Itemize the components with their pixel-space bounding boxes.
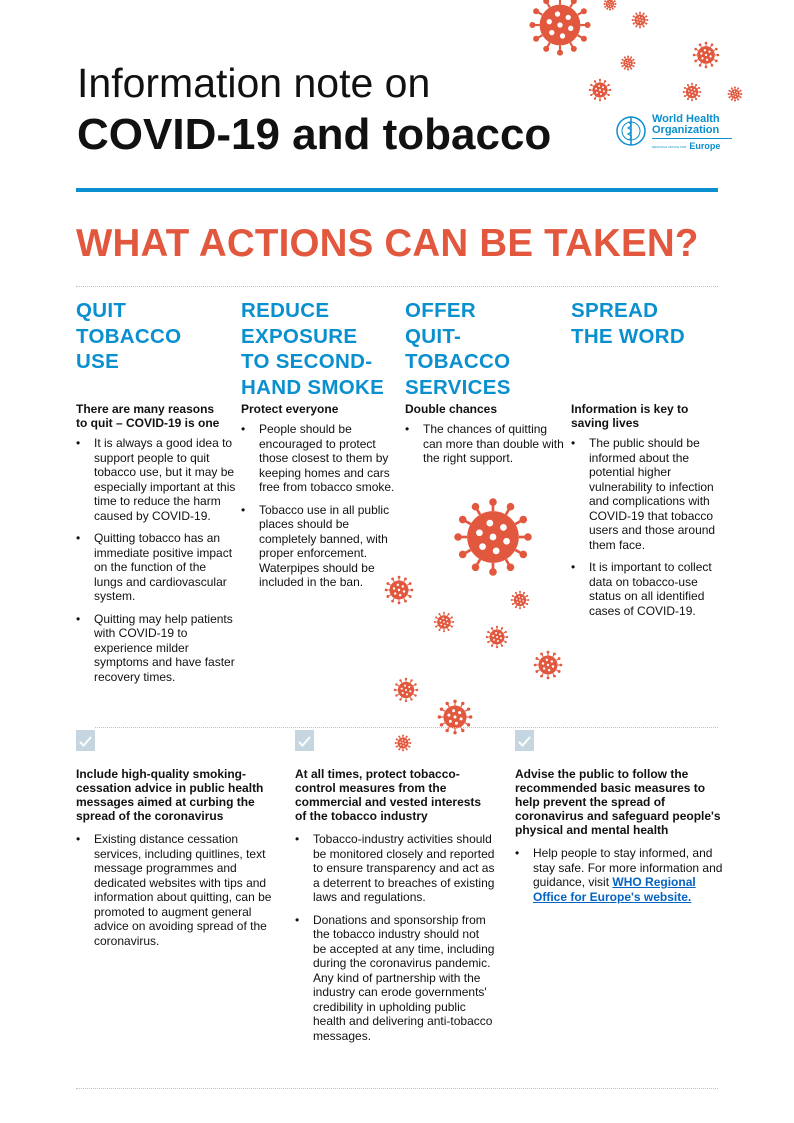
column-heading: OFFER QUIT- TOBACCO SERVICES [405,298,565,402]
bullet-text: Help people to stay informed, and stay s… [533,846,723,889]
virus-icon [393,677,419,703]
virus-icon [727,86,743,102]
heading-line: QUIT [76,299,127,322]
column-subheading: There are many reasons to quit – COVID-1… [76,402,220,430]
heading-line: OFFER [405,299,476,322]
bullet-item: Existing distance cessation services, in… [76,832,276,948]
divider [95,727,718,728]
bullet-item: Tobacco-industry activities should be mo… [295,832,495,905]
bullet-item: It is important to collect data on tobac… [571,560,721,618]
bullet-item: Donations and sponsorship from the tobac… [295,913,495,1044]
who-europe-link[interactable]: WHO Regional Office for Europe's website… [533,875,696,904]
column-subheading: Double chances [405,402,498,416]
title-line-1: Information note on [77,60,431,106]
bullet-item: It is always a good idea to support peop… [76,436,236,523]
check-icon [76,730,95,751]
column-subheading: Information is key to saving lives [571,402,689,430]
bullet-item: People should be encouraged to protect t… [241,422,401,495]
heading-line: TOBACCO [76,324,182,348]
title-line-2: COVID-19 and tobacco [77,110,552,159]
heading-line: TO SECOND- [241,350,373,373]
who-regional-label: REGIONAL OFFICE FOR [652,144,687,149]
virus-icon [588,78,612,102]
heading-line: TOBACCO [405,350,511,373]
check-icon [515,730,534,751]
section-heading: WHAT ACTIONS CAN BE TAKEN? [76,222,699,265]
bullet-item: Quitting may help patients with COVID-19… [76,612,236,685]
virus-icon [485,625,509,649]
heading-line: QUIT- [405,324,462,348]
column-heading: QUIT TOBACCO USE [76,298,236,402]
virus-icon [682,82,702,102]
who-emblem-icon [616,116,646,146]
column-heading: REDUCE EXPOSURE TO SECOND- HAND SMOKE [241,298,401,402]
check-icon [295,730,314,751]
heading-line: USE [76,350,120,373]
who-region: Europe [689,141,721,151]
heading-line: REDUCE [241,299,330,322]
bullet-item: Help people to stay informed, and stay s… [515,846,723,904]
column-heading: SPREAD THE WORD [571,298,721,402]
virus-icon [510,590,530,610]
recommendation-heading: Advise the public to follow the recommen… [515,767,721,837]
recommendation-heading: Include high-quality smoking-cessation a… [76,767,264,823]
recommendation-column: Advise the public to follow the recommen… [515,730,723,912]
bullet-item: Quitting tobacco has an immediate positi… [76,531,236,604]
bullet-item: Tobacco use in all public places should … [241,503,401,590]
heading-line: EXPOSURE [241,324,358,348]
virus-icon [529,0,591,56]
action-column: QUIT TOBACCO USE There are many reasons to… [76,298,236,692]
who-logo: World Health Organization REGIONAL OFFIC… [614,114,732,152]
who-name: World Health Organization [652,113,720,136]
virus-icon [533,650,563,680]
virus-icon [692,41,720,69]
bullet-item: The chances of quitting can more than do… [405,422,565,466]
recommendation-column: Include high-quality smoking-cessation a… [76,730,276,956]
header-rule [76,188,718,192]
divider [76,1088,718,1089]
bullet-item: The public should be informed about the … [571,436,721,552]
action-column: REDUCE EXPOSURE TO SECOND- HAND SMOKE Prote… [241,298,401,598]
recommendation-heading: At all times, protect tobacco-control me… [295,767,482,823]
heading-line: THE WORD [571,324,685,348]
recommendation-column: At all times, protect tobacco-control me… [295,730,495,1051]
divider [76,286,718,287]
virus-icon [454,498,532,576]
virus-icon [603,0,617,11]
virus-icon [620,55,636,71]
virus-icon [433,611,455,633]
virus-icon [631,11,649,29]
heading-line: SERVICES [405,375,511,399]
action-column: OFFER QUIT- TOBACCO SERVICES Double chances… [405,298,565,474]
column-subheading: Protect everyone [241,402,339,416]
heading-line: SPREAD [571,299,659,322]
heading-line: HAND SMOKE [241,375,385,399]
action-column: SPREAD THE WORD Information is key to sav… [571,298,721,626]
